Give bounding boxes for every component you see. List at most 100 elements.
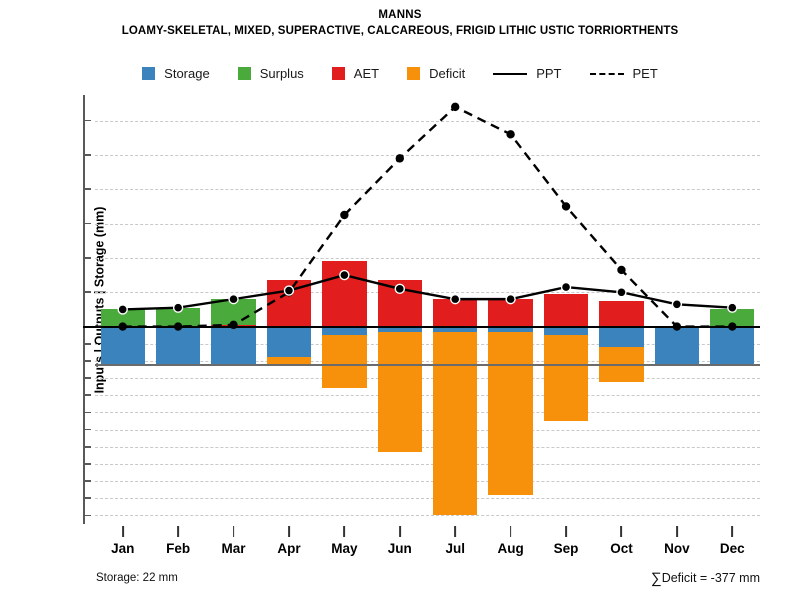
y-axis-tick <box>83 119 91 122</box>
bar-segment-storage <box>266 326 312 358</box>
gridline <box>95 189 760 191</box>
zero-line <box>83 325 760 328</box>
bar-group-apr[interactable] <box>266 100 312 524</box>
bar-segment-storage <box>710 326 755 365</box>
gridline <box>95 257 760 259</box>
bar-group-aug[interactable] <box>488 100 533 524</box>
y-axis-tick <box>83 154 91 156</box>
ppt-point <box>506 295 515 303</box>
bar-group-nov[interactable] <box>654 100 700 524</box>
bar-segment-storage <box>377 326 422 332</box>
legend-item-deficit[interactable]: Deficit <box>407 66 465 81</box>
y-axis-tick <box>83 377 91 379</box>
pet-point <box>229 320 238 330</box>
x-axis-tick <box>675 526 678 537</box>
bar-group-sep[interactable] <box>543 100 589 524</box>
bar-segment-aet <box>543 293 589 327</box>
y-axis-tick <box>83 480 91 482</box>
plot-area: 020406080100120102030405060708090100110 <box>83 95 760 524</box>
gridline <box>95 378 760 380</box>
bar-group-jul[interactable] <box>433 100 478 524</box>
sigma-icon: ∑ <box>651 570 662 587</box>
pet-line <box>122 105 733 328</box>
x-axis-tick <box>565 526 567 537</box>
x-axis-label-mar: Mar <box>221 541 246 556</box>
ppt-point <box>617 288 626 297</box>
ppt-point <box>229 295 238 303</box>
chart-title-block: MANNS LOAMY-SKELETAL, MIXED, SUPERACTIVE… <box>0 8 800 39</box>
gridline <box>95 515 760 517</box>
legend-label: PET <box>632 66 658 81</box>
bar-group-jun[interactable] <box>377 100 422 524</box>
bar-segment-storage <box>599 326 644 348</box>
bar-group-may[interactable] <box>322 100 367 524</box>
gridline <box>95 154 760 156</box>
gridline <box>95 360 760 362</box>
bar-group-dec[interactable] <box>710 100 755 524</box>
y-axis-line <box>83 95 85 524</box>
x-axis-label-apr: Apr <box>277 541 301 556</box>
x-axis-label-jun: Jun <box>387 541 412 556</box>
pet-point <box>561 202 571 211</box>
bar-group-feb[interactable] <box>155 100 201 524</box>
x-axis: Jan Feb Mar Apr May Jun Jul Aug Sep Oct Nov Dec <box>95 524 760 564</box>
bar-segment-storage <box>433 326 478 332</box>
chart-legend: Storage Surplus AET Deficit PPT PET <box>0 66 800 81</box>
x-axis-tick <box>454 526 457 537</box>
pet-point <box>728 322 737 331</box>
storage-capacity-line <box>95 364 760 366</box>
bar-segment-deficit <box>266 357 312 365</box>
pet-point <box>451 102 460 112</box>
legend-label: Surplus <box>259 66 304 81</box>
gridline <box>95 292 760 294</box>
bar-segment-storage <box>155 326 201 365</box>
bar-group-jan[interactable] <box>100 100 145 524</box>
gridline <box>95 498 760 500</box>
series-lines <box>117 102 738 331</box>
gridline <box>95 343 760 345</box>
deficit-footnote: ∑Deficit = -377 mm <box>651 570 760 587</box>
legend-item-pet[interactable]: PET <box>589 66 658 81</box>
x-axis-label-jan: Jan <box>111 541 135 556</box>
y-axis-tick <box>83 342 91 345</box>
legend-item-aet[interactable]: AET <box>331 66 380 81</box>
y-axis-tick <box>83 411 91 414</box>
legend-label: AET <box>353 66 380 81</box>
x-axis-label-aug: Aug <box>497 541 524 556</box>
bar-segment-storage <box>211 326 256 365</box>
x-axis-tick <box>177 526 180 537</box>
x-axis-label-nov: Nov <box>664 541 690 556</box>
bar-segment-surplus <box>155 307 201 327</box>
gridline <box>95 223 760 225</box>
y-axis-tick <box>83 291 91 294</box>
ppt-point <box>728 303 737 312</box>
storage-footnote: Storage: 22 mm <box>96 572 178 584</box>
x-axis-tick <box>731 526 734 537</box>
gridline <box>95 481 760 483</box>
x-axis-tick <box>232 526 235 537</box>
legend-item-ppt[interactable]: PPT <box>493 66 562 81</box>
legend-label: Deficit <box>429 66 466 81</box>
y-axis-tick <box>83 428 91 431</box>
x-axis-label-dec: Dec <box>719 541 745 556</box>
legend-swatch-deficit <box>407 67 421 80</box>
ppt-point <box>174 303 182 312</box>
x-axis-tick <box>121 526 124 537</box>
legend-line-ppt <box>493 72 528 75</box>
x-axis-tick <box>620 526 623 537</box>
gridline <box>95 446 760 448</box>
bar-segment-deficit <box>543 335 589 421</box>
y-axis-tick <box>83 394 91 397</box>
y-axis-tick <box>83 188 91 191</box>
pet-point <box>672 322 682 331</box>
x-axis-tick <box>398 526 401 537</box>
bar-segment-storage <box>488 326 533 332</box>
legend-item-surplus[interactable]: Surplus <box>237 66 304 81</box>
x-axis-label-may: May <box>331 541 358 556</box>
chart-subtitle: LOAMY-SKELETAL, MIXED, SUPERACTIVE, CALC… <box>121 25 679 37</box>
legend-swatch-surplus <box>237 67 251 80</box>
x-axis-tick <box>343 526 346 537</box>
legend-item-storage[interactable]: Storage <box>142 66 210 81</box>
ppt-line <box>122 273 733 311</box>
y-axis-tick <box>83 497 91 500</box>
